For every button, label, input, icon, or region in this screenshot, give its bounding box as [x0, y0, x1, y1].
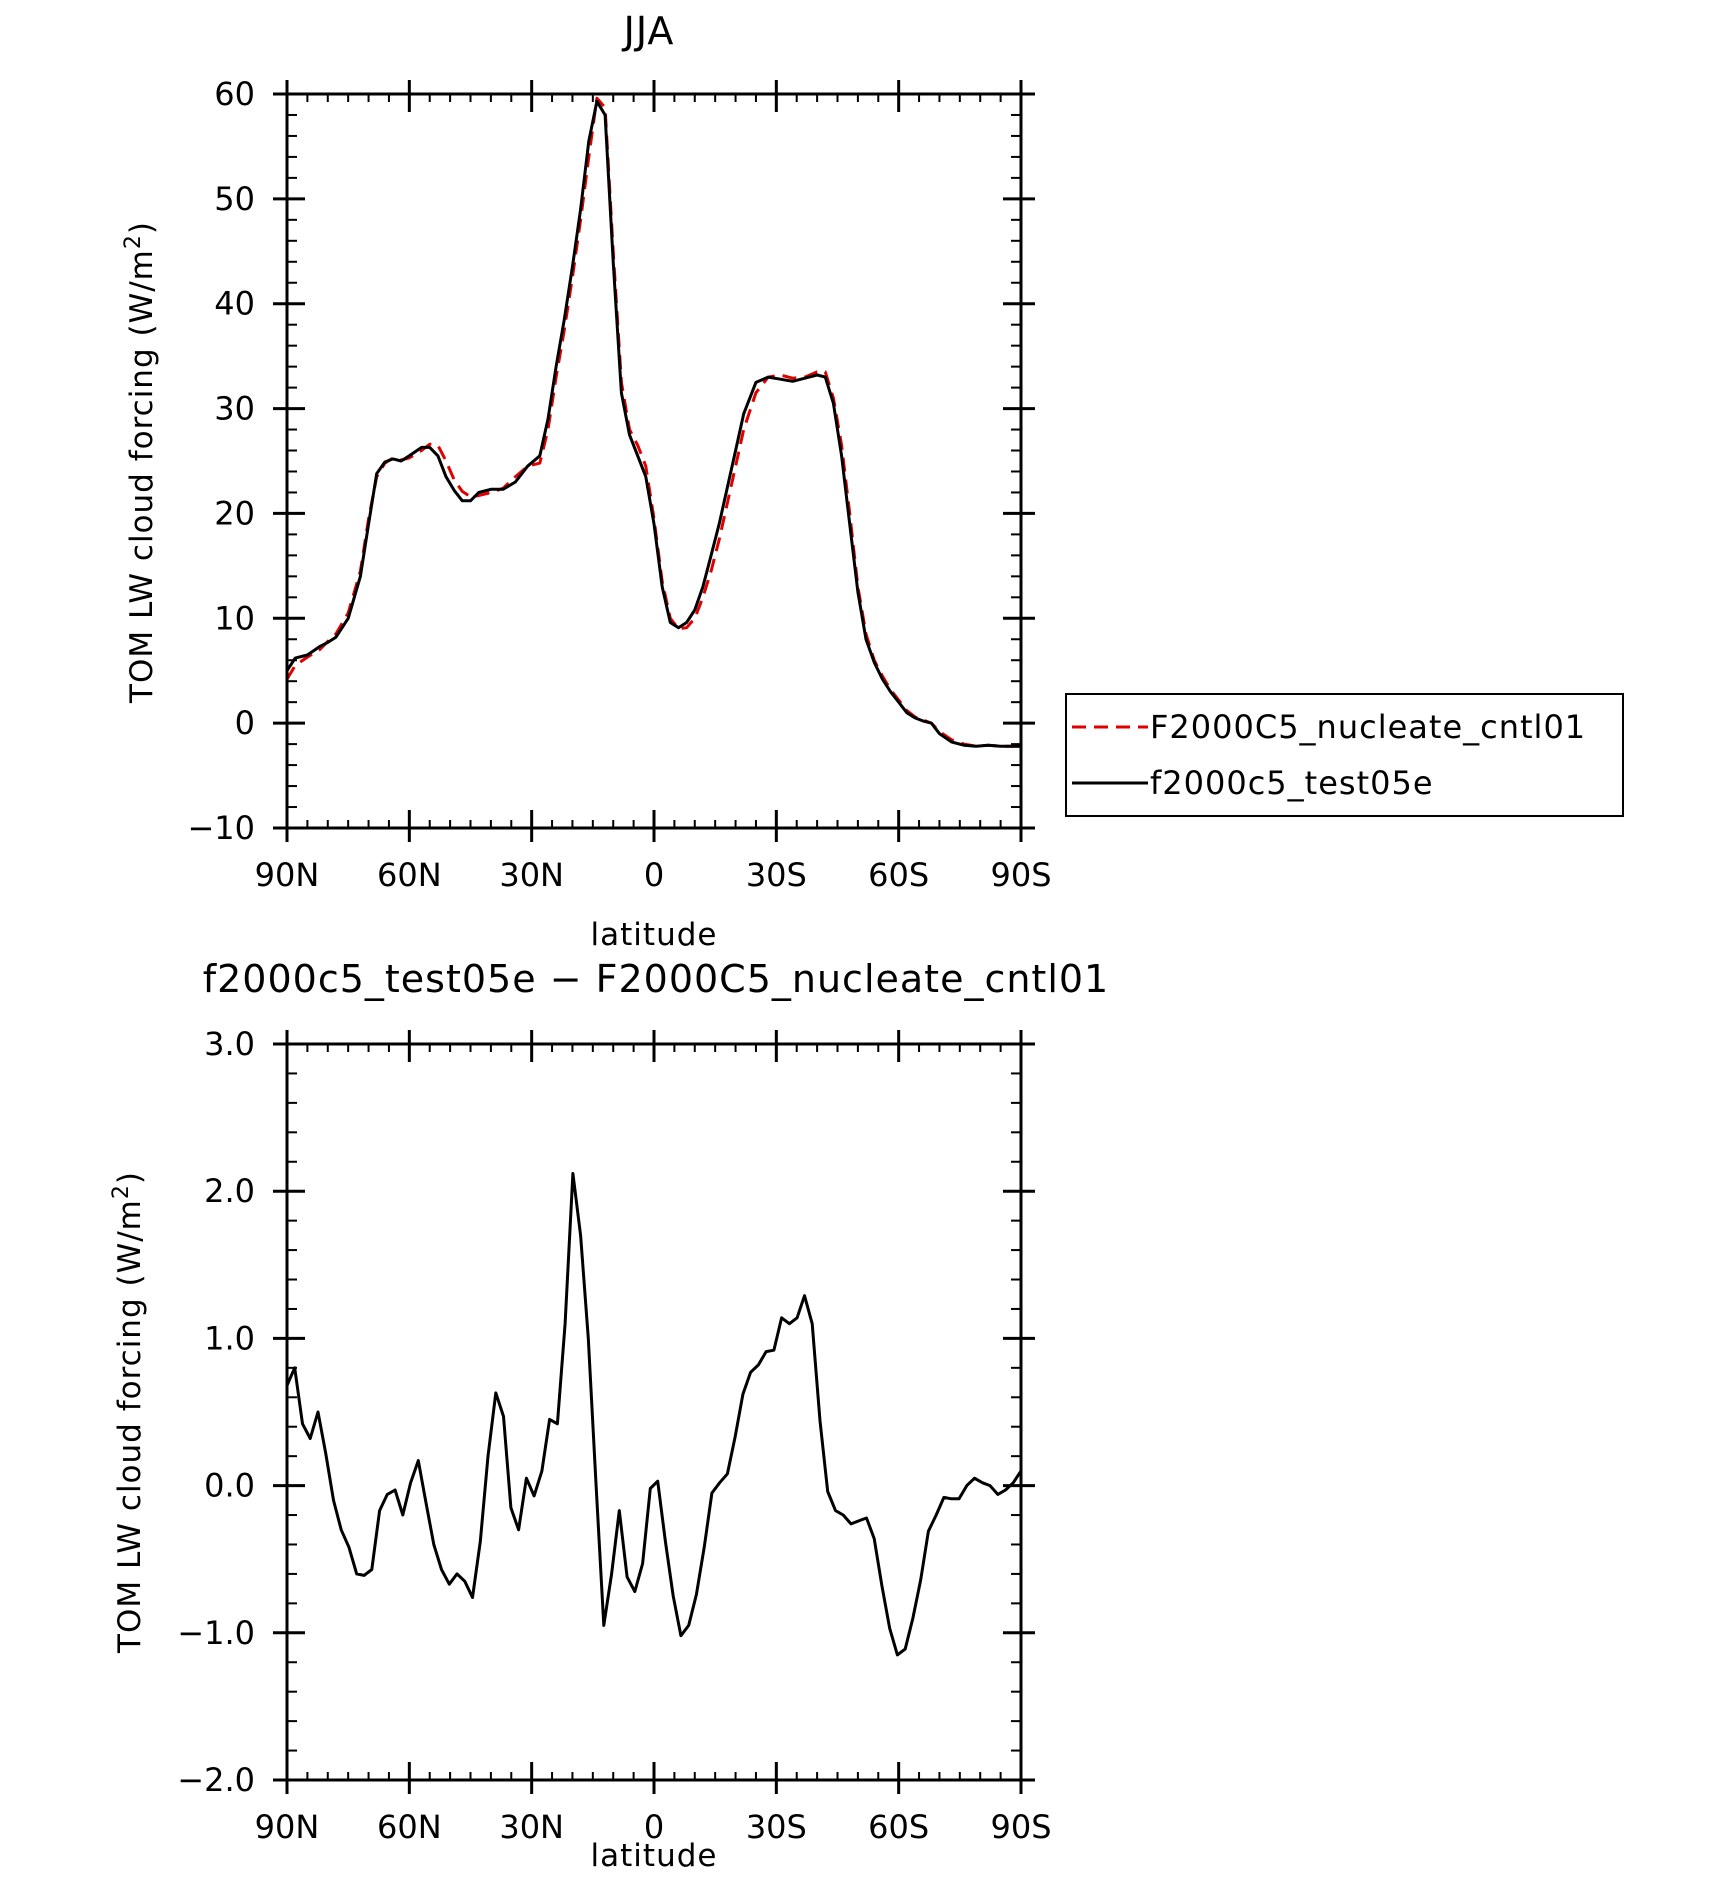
x-tick-label: 60S: [868, 856, 929, 894]
bottom-plot-frame: [285, 1042, 1023, 1782]
top-panel-jja: JJA 90N 60N 30N 0 30S 60S 90S−100102030405060 …: [121, 9, 1624, 953]
x-tick-label: 30N: [499, 1808, 564, 1846]
series-line-f2000c5_test05e: [285, 99, 1021, 748]
y-tick-label: 40: [214, 285, 255, 323]
bottom-y-axis-label: TOM LW cloud forcing (W/m2): [109, 1171, 148, 1654]
top-x-axis-label: latitude: [591, 917, 718, 953]
y-tick-label: −2.0: [177, 1761, 255, 1799]
x-tick-label: 0: [644, 856, 664, 894]
y-tick-label: 1.0: [204, 1319, 255, 1357]
y-tick-label: 50: [214, 180, 255, 218]
y-tick-label: 10: [214, 599, 255, 637]
x-tick-label: 0: [644, 1808, 664, 1846]
bottom-panel-difference: f2000c5_test05e − F2000C5_nucleate_cntl0…: [109, 957, 1109, 1874]
y-tick-label: 0: [235, 704, 255, 742]
legend-box: [1065, 693, 1624, 817]
y-tick-label: −10: [187, 809, 255, 847]
series-line-difference: [285, 1172, 1023, 1657]
x-tick-label: 90S: [990, 856, 1051, 894]
x-tick-label: 60N: [377, 856, 442, 894]
x-tick-label: 30S: [746, 856, 807, 894]
y-tick-label: 2.0: [204, 1172, 255, 1210]
bottom-x-axis-label: latitude: [591, 1838, 718, 1874]
legend-label-cntl01: F2000C5_nucleate_cntl01: [1150, 708, 1586, 746]
top-plot-area: [285, 96, 1021, 748]
y-tick-label: 30: [214, 390, 255, 428]
x-tick-label: 90N: [255, 1808, 320, 1846]
x-tick-label: 60N: [377, 1808, 442, 1846]
x-tick-label: 90N: [255, 856, 320, 894]
x-tick-label: 30S: [746, 1808, 807, 1846]
y-tick-label: 0.0: [204, 1467, 255, 1505]
series-line-F2000C5_nucleate_cntl01: [285, 96, 1021, 748]
top-panel-title: JJA: [622, 9, 675, 53]
bottom-plot-area: [285, 1172, 1023, 1657]
x-tick-label: 30N: [499, 856, 564, 894]
bottom-panel-title: f2000c5_test05e − F2000C5_nucleate_cntl0…: [203, 957, 1109, 1001]
y-tick-label: −1.0: [177, 1614, 255, 1652]
top-axis-ticks: 90N 60N 30N 0 30S 60S 90S −10 0 10 20 30 40 50 60: [187, 75, 1051, 894]
x-tick-label: 90S: [990, 1808, 1051, 1846]
x-tick-label: 60S: [868, 1808, 929, 1846]
top-y-axis-label: TOM LW cloud forcing (W/m2): [121, 221, 160, 704]
legend-label-test05e: f2000c5_test05e: [1150, 764, 1434, 802]
y-tick-label: 3.0: [204, 1025, 255, 1063]
bottom-axis-ticks: 90N 60N 30N 0 30S 60S 90S −2.0 −1.0 0.0 1.0 2.0 3.0: [177, 1025, 1051, 1846]
y-tick-label: 60: [214, 75, 255, 113]
legend: F2000C5_nucleate_cntl01 f2000c5_test05e: [1065, 693, 1624, 817]
y-tick-label: 20: [214, 494, 255, 532]
